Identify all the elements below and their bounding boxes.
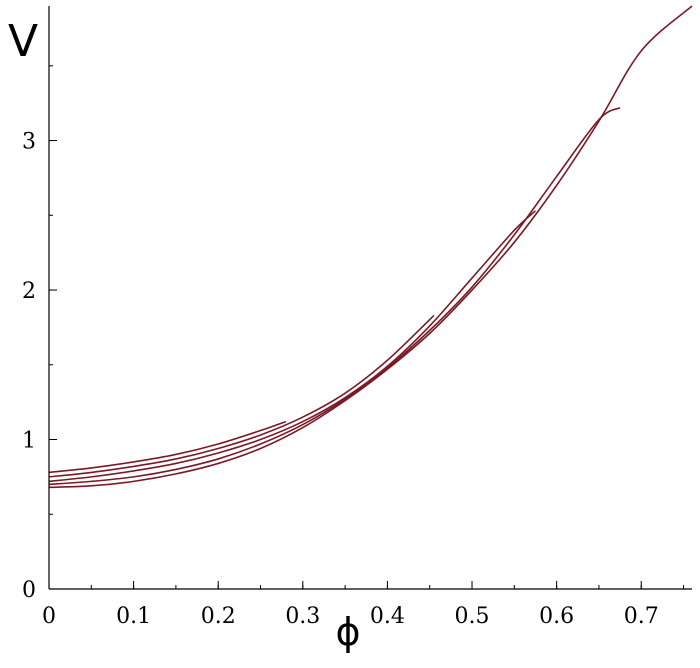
series-line-1 bbox=[48, 5, 693, 489]
y-tick-label: 3 bbox=[22, 130, 36, 155]
x-ticks: 0 0.1 0.2 0.3 0.4 0.5 0.6 0.7 bbox=[42, 581, 685, 629]
x-tick-label: 0.2 bbox=[201, 604, 236, 629]
x-tick-label: 0.1 bbox=[116, 604, 151, 629]
series-line-5 bbox=[48, 420, 287, 474]
y-tick-label: 0 bbox=[22, 578, 36, 603]
x-tick-label: 0 bbox=[42, 604, 56, 629]
x-tick-label: 0.5 bbox=[455, 604, 490, 629]
x-tick-label: 0.6 bbox=[539, 604, 574, 629]
x-axis-title: ϕ bbox=[335, 610, 360, 654]
x-tick-label: 0.3 bbox=[285, 604, 320, 629]
x-tick-label: 0.4 bbox=[370, 604, 405, 629]
y-axis-title: V bbox=[8, 16, 38, 67]
y-ticks: 0 1 2 3 bbox=[22, 65, 57, 603]
x-tick-label: 0.7 bbox=[624, 604, 659, 629]
curves bbox=[48, 5, 693, 489]
y-tick-label: 1 bbox=[22, 429, 36, 454]
series-line-4 bbox=[48, 314, 435, 478]
y-tick-label: 2 bbox=[22, 279, 36, 304]
series-line-2 bbox=[48, 106, 621, 486]
series-line-3 bbox=[48, 210, 537, 483]
